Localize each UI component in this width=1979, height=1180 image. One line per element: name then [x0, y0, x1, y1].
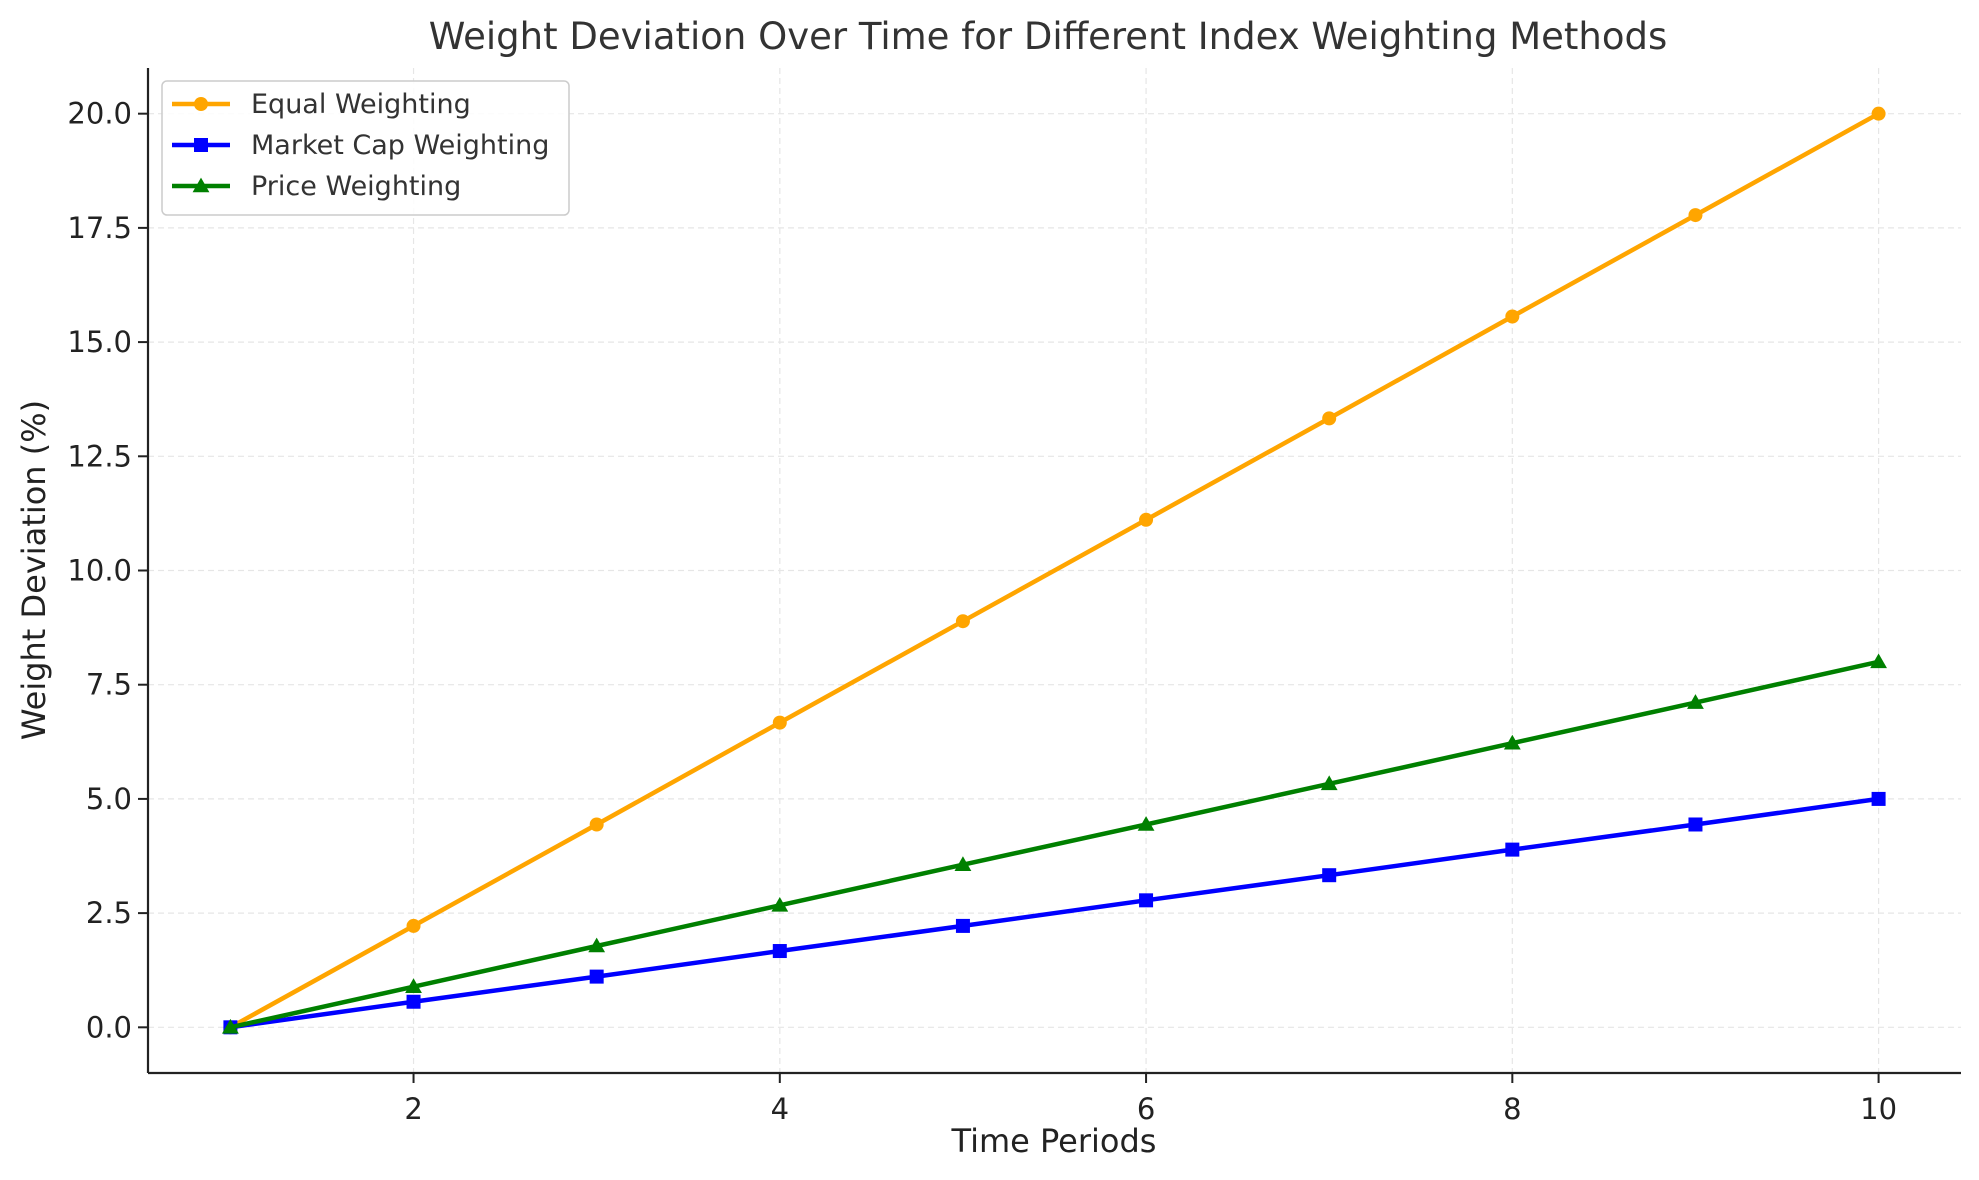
data-point: [1688, 817, 1703, 832]
data-point: [771, 896, 789, 912]
y-axis-label: Weight Deviation (%): [15, 400, 53, 740]
legend-label: Price Weighting: [251, 171, 461, 202]
series-line: [229, 111, 1880, 1030]
data-point: [589, 969, 604, 984]
data-point: [1505, 842, 1520, 857]
y-tick-label: 7.5: [86, 668, 132, 702]
legend-item: Market Cap Weighting: [172, 130, 549, 161]
series-line: [230, 796, 1879, 1030]
legend-label: Equal Weighting: [251, 89, 471, 120]
series-group: [223, 791, 1886, 1035]
legend-item: Price Weighting: [172, 171, 461, 202]
series-line: [229, 659, 1880, 1030]
data-point: [588, 937, 606, 953]
x-axis-label: Time Periods: [951, 1122, 1157, 1160]
legend-frame: [161, 80, 570, 216]
data-point: [1322, 868, 1337, 883]
x-tick-label: 10: [1860, 1092, 1897, 1126]
legend-marker: [194, 97, 208, 111]
data-point: [1871, 791, 1886, 806]
data-point: [1687, 694, 1704, 709]
data-point: [222, 1018, 239, 1034]
legend-label: Market Cap Weighting: [251, 130, 549, 161]
data-point: [1505, 309, 1520, 324]
y-tick-label: 0.0: [86, 1010, 132, 1044]
data-point: [406, 994, 421, 1009]
data-point: [1688, 208, 1703, 223]
data-point: [772, 715, 787, 730]
axis-ticks: 0.0 2.5 5.0 7.5 10.0 12.5 15.0 17.5 20.0 2 4 6 8 10: [67, 97, 1897, 1126]
data-point: [1139, 512, 1154, 527]
series-lines: [222, 106, 1887, 1035]
x-tick-label: 2: [404, 1092, 422, 1126]
chart-title: Weight Deviation Over Time for Different…: [429, 15, 1668, 58]
y-tick-label: 17.5: [67, 211, 132, 245]
data-point: [954, 856, 972, 871]
data-point: [1871, 106, 1886, 121]
legend: Equal Weighting Market Cap Weighting Price…: [161, 80, 570, 216]
x-tick-label: 4: [771, 1092, 789, 1126]
data-point: [1137, 816, 1155, 831]
y-tick-label: 20.0: [67, 97, 132, 131]
legend-marker: [194, 138, 208, 152]
data-point: [405, 978, 422, 993]
data-point: [1503, 734, 1521, 750]
y-tick-label: 5.0: [86, 782, 132, 816]
data-point: [772, 944, 787, 959]
data-point: [1870, 653, 1887, 669]
x-tick-label: 8: [1503, 1092, 1521, 1126]
legend-marker: [192, 177, 210, 193]
data-point: [955, 614, 970, 629]
series-group: [222, 653, 1887, 1034]
series-group: [223, 106, 1886, 1035]
data-point: [1320, 775, 1338, 791]
data-point: [1139, 893, 1154, 908]
x-tick-label: 6: [1137, 1092, 1155, 1126]
data-point: [1322, 411, 1337, 426]
y-tick-label: 12.5: [67, 439, 132, 473]
legend-item: Equal Weighting: [172, 89, 471, 120]
data-point: [406, 918, 421, 933]
y-tick-label: 2.5: [86, 896, 132, 930]
y-tick-label: 10.0: [67, 554, 132, 588]
data-point: [589, 817, 604, 832]
data-point: [955, 918, 970, 933]
y-tick-label: 15.0: [67, 325, 132, 359]
